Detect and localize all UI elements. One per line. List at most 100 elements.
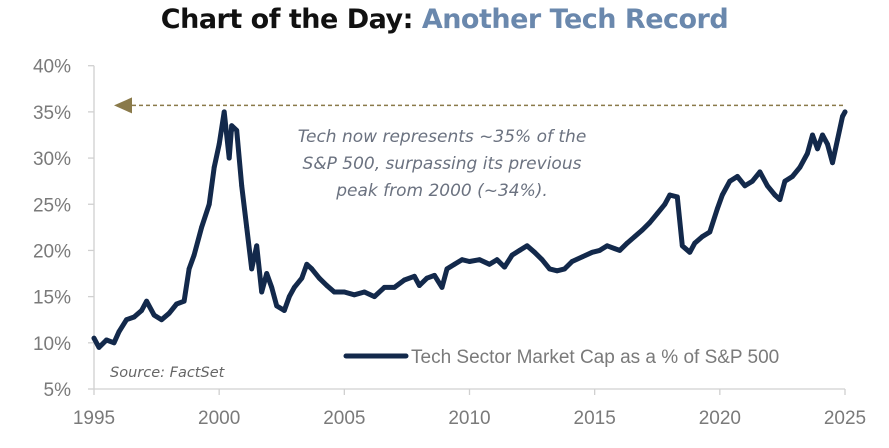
data-point (624, 240, 630, 246)
y-tick-label: 15% (33, 288, 71, 309)
data-point (777, 197, 783, 203)
data-point (840, 114, 845, 119)
data-point (772, 192, 778, 198)
data-point (517, 248, 522, 253)
data-point (662, 201, 668, 207)
data-point (244, 224, 250, 230)
data-point (291, 285, 297, 290)
data-point (199, 224, 205, 230)
data-point (805, 151, 810, 156)
data-point (299, 275, 305, 281)
data-point (589, 249, 595, 255)
data-point (820, 132, 825, 138)
data-point (351, 292, 357, 298)
data-point (444, 266, 450, 272)
annotation-line: peak from 2000 (~34%). (335, 181, 548, 201)
y-tick-label: 40% (33, 57, 71, 78)
data-point (547, 266, 552, 272)
chart-title-subject: Another Tech Record (421, 4, 729, 35)
data-point (667, 192, 673, 198)
data-point (707, 229, 713, 235)
data-point (226, 155, 232, 161)
data-point (131, 314, 137, 320)
data-point (269, 285, 275, 290)
x-tick-label: 2010 (448, 408, 490, 429)
data-point (281, 308, 287, 313)
data-point (825, 141, 830, 147)
source-note: Source: FactSet (110, 365, 226, 381)
data-point (259, 289, 265, 295)
data-point (286, 294, 292, 299)
data-point (714, 206, 720, 212)
data-point (254, 243, 260, 249)
data-point (304, 261, 310, 267)
annotation-text: Tech now represents ~35% of the S&P 500,… (298, 127, 587, 201)
data-point (216, 141, 222, 147)
data-point (249, 266, 255, 272)
data-point (790, 174, 795, 179)
data-point (274, 303, 280, 309)
data-point (654, 211, 660, 216)
y-tick-label: 25% (33, 195, 71, 216)
data-point (372, 294, 377, 299)
data-point (699, 234, 705, 240)
data-point (116, 329, 122, 335)
data-point (239, 183, 245, 189)
data-point (316, 275, 322, 281)
data-point (579, 254, 585, 260)
data-point (539, 257, 545, 263)
data-point (439, 285, 445, 290)
record-level-arrow (114, 97, 843, 114)
data-point (687, 249, 693, 255)
data-point (750, 178, 755, 184)
data-point (554, 268, 560, 274)
data-point (674, 194, 680, 200)
x-tick-label: 2000 (198, 408, 240, 429)
annotation-line: S&P 500, surpassing its previous (303, 154, 582, 174)
data-point (234, 127, 240, 133)
data-point (96, 345, 102, 350)
x-axis: 1995 2000 2005 2010 2015 2020 2025 (73, 388, 866, 429)
data-point (487, 261, 492, 267)
data-point (679, 243, 685, 249)
data-point (206, 201, 212, 207)
y-tick-label: 20% (33, 241, 71, 262)
data-point (221, 109, 227, 115)
series-group (91, 109, 848, 350)
data-point (324, 283, 330, 288)
data-point (477, 257, 482, 263)
series-line (91, 109, 848, 350)
data-point (524, 243, 530, 249)
data-point (632, 234, 638, 240)
data-point (392, 285, 397, 290)
x-tick-label: 2025 (824, 408, 866, 429)
data-point (647, 220, 653, 226)
data-point (459, 257, 465, 263)
data-point (810, 132, 815, 138)
data-point (562, 266, 567, 272)
data-point (757, 169, 763, 175)
data-point (159, 317, 165, 323)
data-point (467, 259, 472, 264)
data-point (597, 248, 603, 253)
data-point (765, 183, 770, 189)
annotation-line: Tech now represents ~35% of the (298, 127, 587, 147)
data-point (382, 285, 387, 290)
data-point (424, 275, 430, 281)
data-point (144, 298, 150, 304)
y-axis: 5% 10% 15% 20% 25% 30% 35% 40% (33, 57, 95, 401)
y-tick-label: 5% (44, 380, 72, 401)
y-tick-label: 30% (33, 149, 71, 170)
data-point (412, 273, 417, 279)
data-point (815, 146, 820, 152)
data-point (509, 252, 515, 258)
data-point (452, 261, 457, 267)
data-point (782, 178, 788, 184)
data-point (617, 248, 623, 253)
data-point (151, 312, 157, 318)
data-point (494, 257, 500, 263)
legend-label: Tech Sector Market Cap as a % of S&P 500 (411, 347, 779, 368)
data-point (139, 308, 145, 313)
data-point (309, 266, 315, 272)
data-point (502, 264, 507, 270)
